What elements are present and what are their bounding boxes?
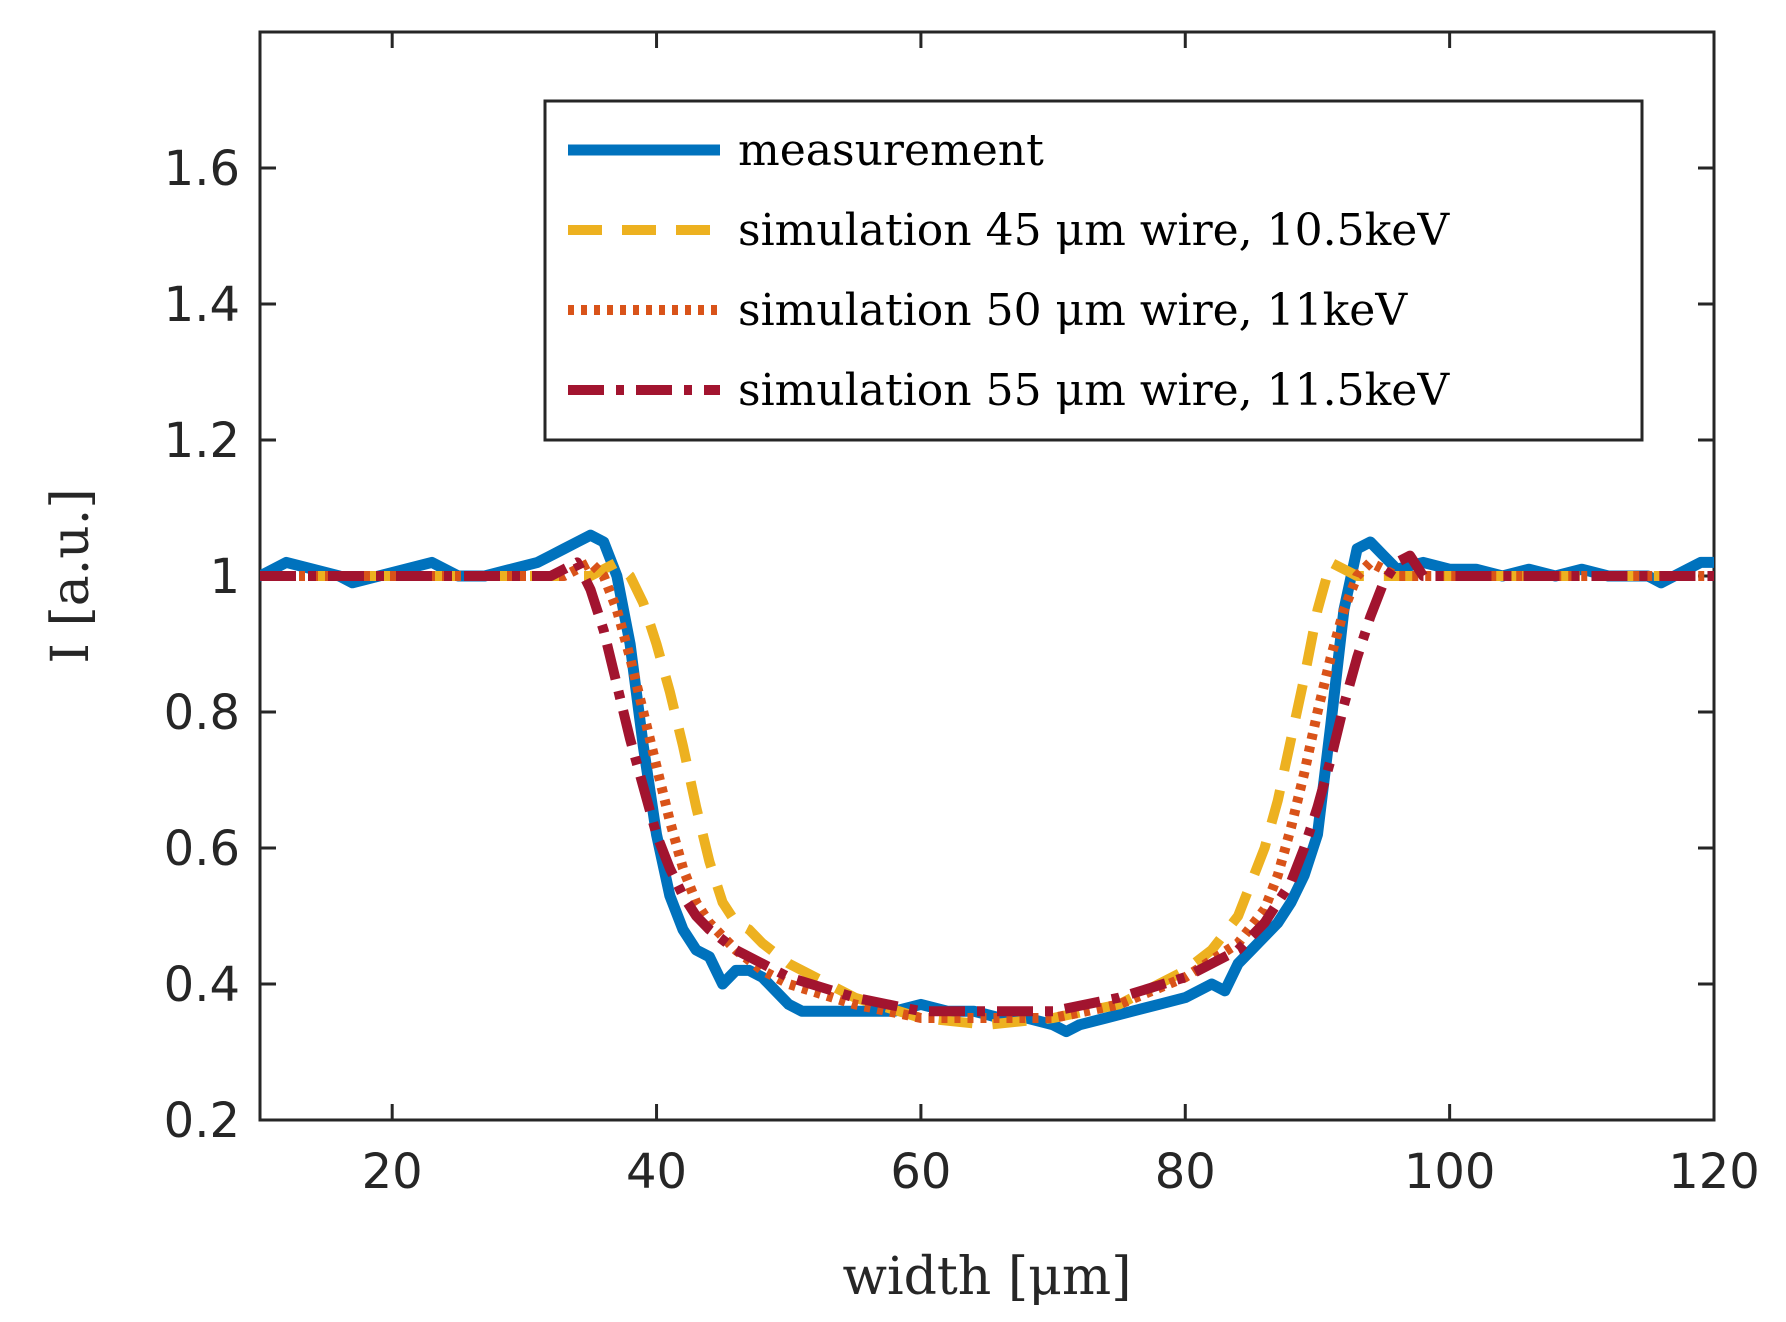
y-tick-label: 0.2 — [164, 1093, 240, 1149]
series-line-3 — [260, 550, 1714, 1017]
y-tick-label: 1.6 — [164, 141, 240, 197]
x-axis: 20 40 60 80 100 120 — [362, 32, 1760, 1200]
y-tick-label: 0.4 — [164, 957, 240, 1013]
y-tick-label: 1.4 — [164, 277, 240, 333]
y-tick-label: 1 — [209, 549, 240, 605]
y-tick-label: 1.2 — [164, 413, 240, 469]
legend-box — [543, 99, 1644, 442]
legend-label-0: measurement — [738, 125, 1044, 176]
x-tick-label: 80 — [1155, 1144, 1216, 1200]
x-tick-label: 40 — [626, 1144, 687, 1200]
legend-label-2: simulation 50 μm wire, 11keV — [738, 285, 1408, 336]
x-tick-label: 60 — [890, 1144, 951, 1200]
series-line-2 — [260, 557, 1714, 1023]
y-tick-label: 0.6 — [164, 821, 240, 877]
legend: measurement simulation 45 μm wire, 10.5ke… — [543, 99, 1644, 442]
series-line-0 — [260, 529, 1714, 1038]
y-axis-title: I [a.u.] — [41, 488, 101, 663]
y-tick-label: 0.8 — [164, 685, 240, 741]
x-tick-label: 20 — [362, 1144, 423, 1200]
x-axis-title: width [μm] — [842, 1247, 1131, 1307]
legend-label-3: simulation 55 μm wire, 11.5keV — [738, 365, 1450, 416]
series-line-1 — [260, 557, 1714, 1030]
series-layer — [260, 529, 1714, 1038]
legend-label-1: simulation 45 μm wire, 10.5keV — [738, 205, 1450, 256]
x-tick-label: 100 — [1404, 1144, 1496, 1200]
y-axis: 0.2 0.4 0.6 0.8 1 1.2 1.4 1.6 — [164, 141, 1714, 1149]
legend-items: measurement simulation 45 μm wire, 10.5ke… — [568, 125, 1450, 416]
x-tick-label: 120 — [1668, 1144, 1760, 1200]
